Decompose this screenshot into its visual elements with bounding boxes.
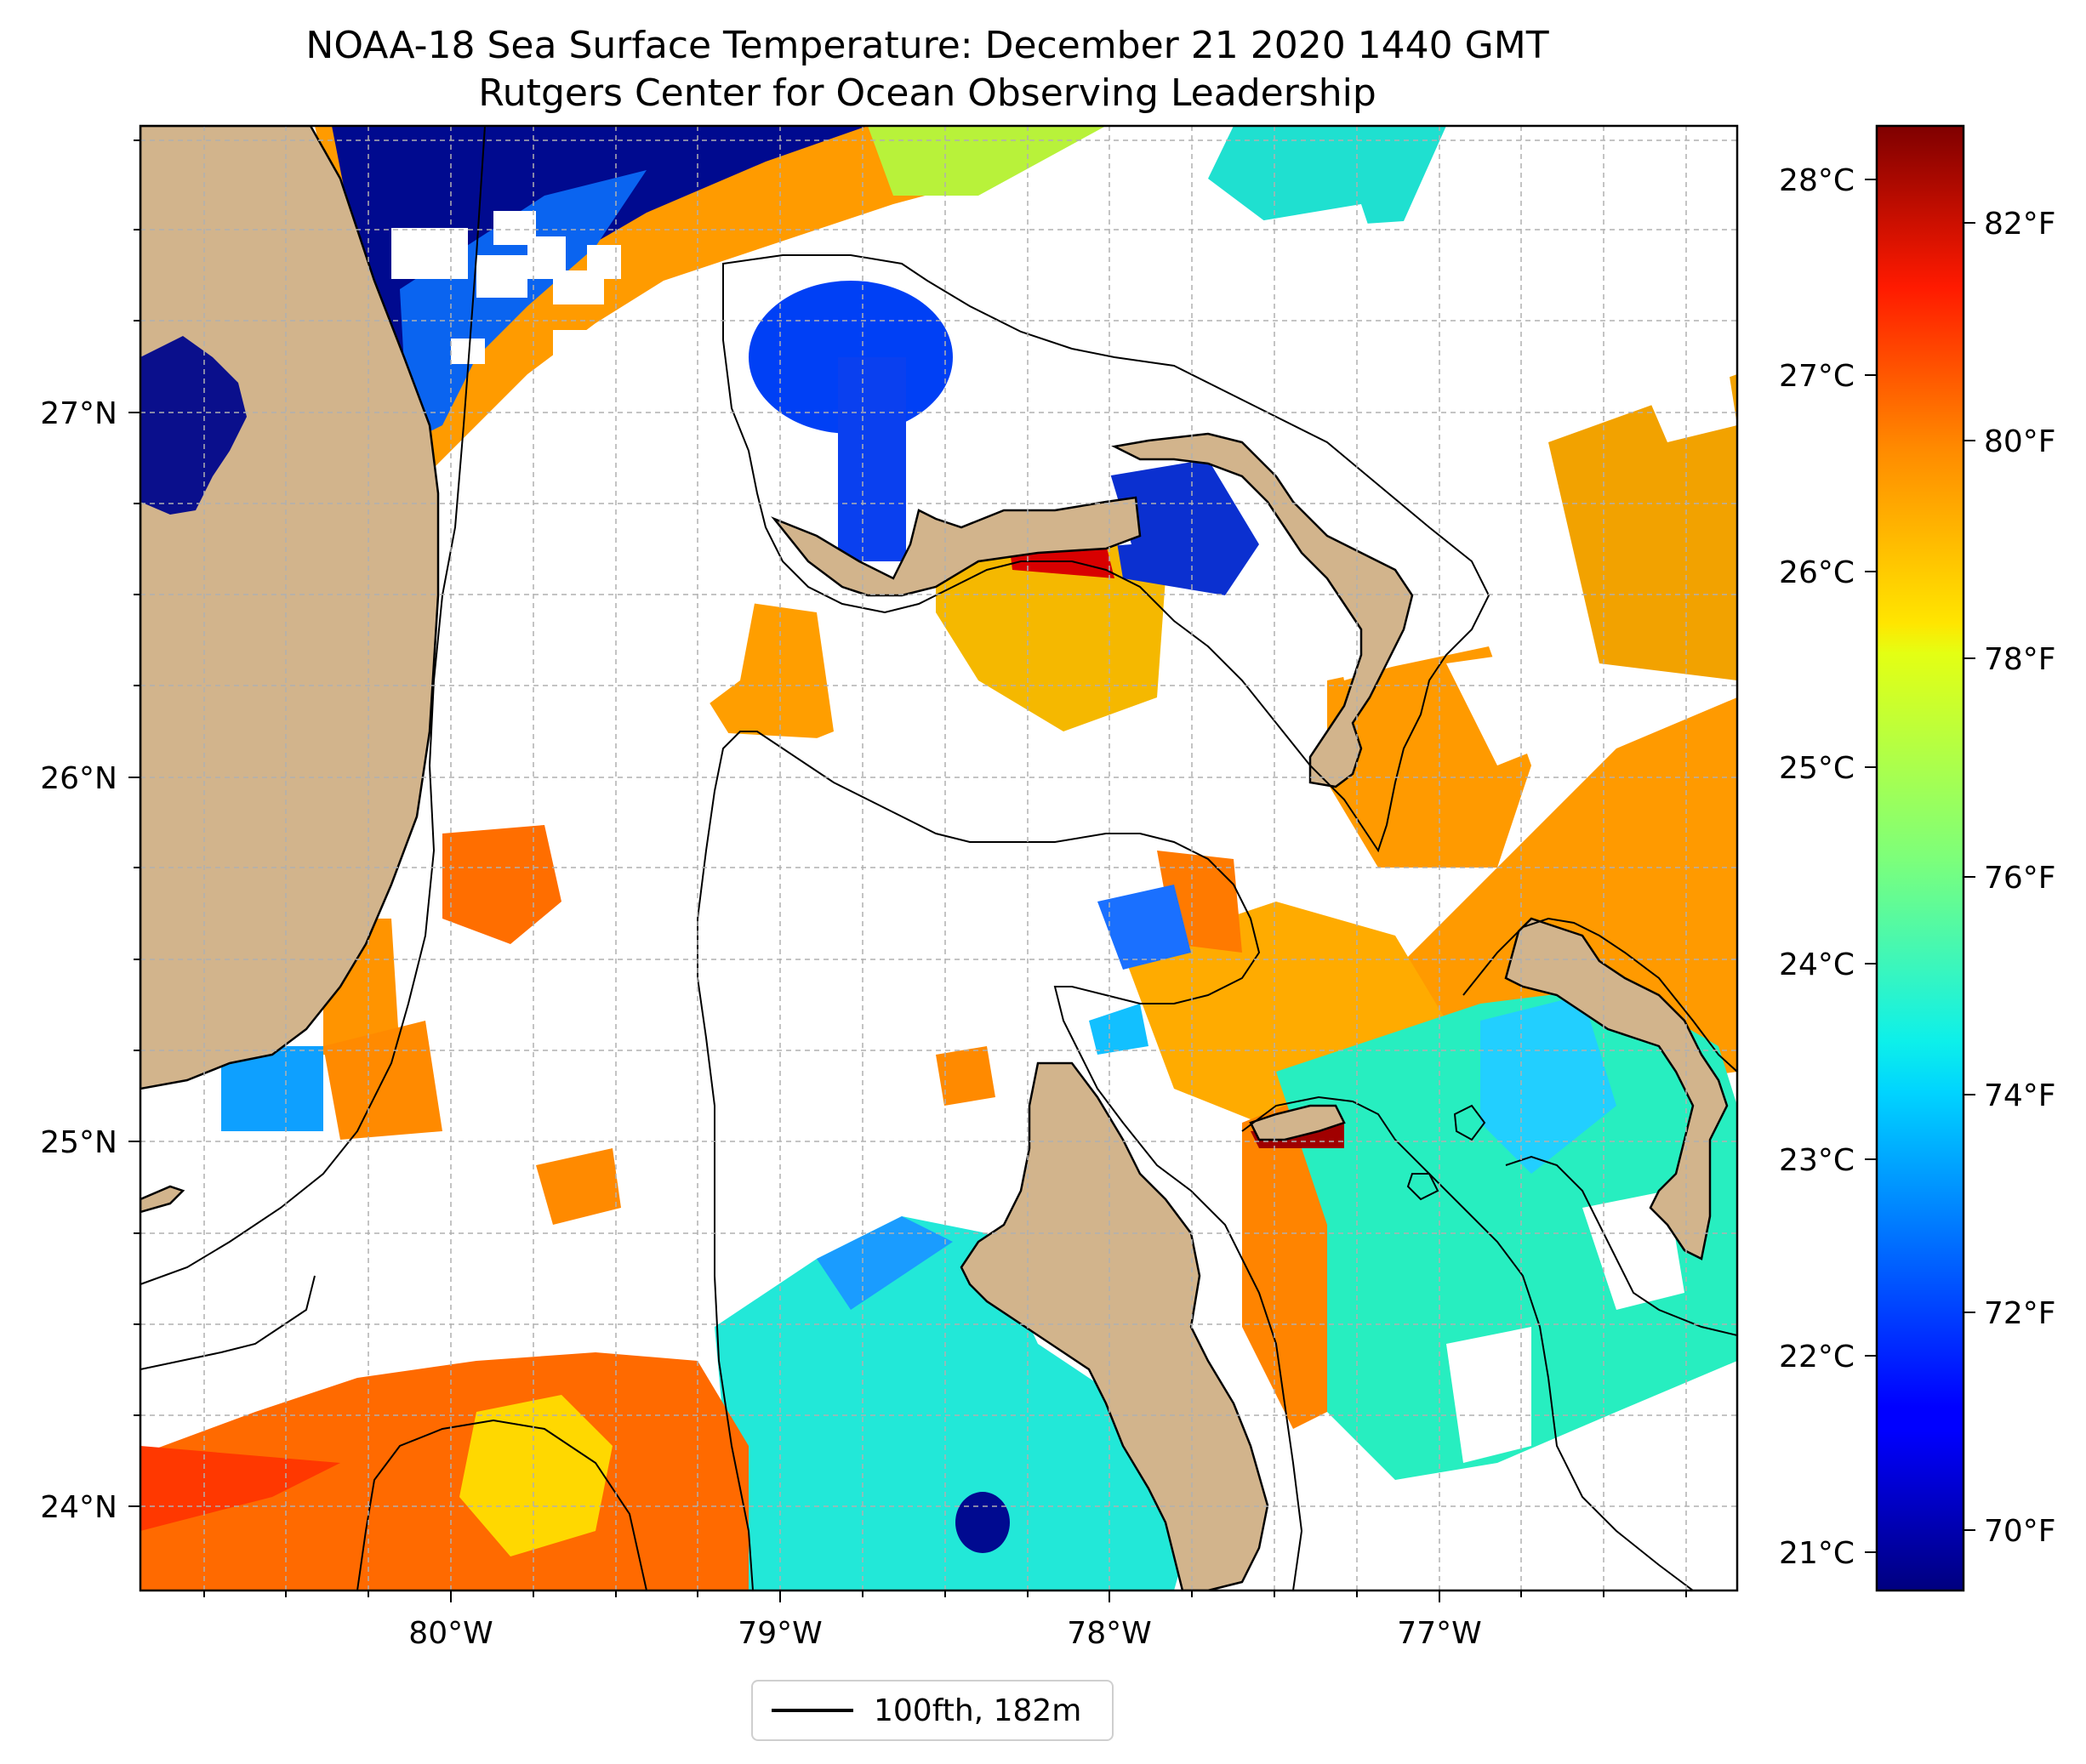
fahrenheit-tick-label: 78°F bbox=[1984, 642, 2056, 677]
lon-tick-label: 78°W bbox=[1067, 1616, 1151, 1651]
latitude-labels: 27°N 26°N 25°N 24°N bbox=[40, 396, 117, 1525]
fahrenheit-tick-label: 74°F bbox=[1984, 1078, 2056, 1113]
map-gridlines bbox=[140, 126, 1737, 1590]
figure-title: NOAA-18 Sea Surface Temperature: Decembe… bbox=[0, 22, 1855, 117]
celsius-tick-label: 22°C bbox=[1779, 1340, 1855, 1374]
lat-tick-label: 25°N bbox=[40, 1125, 117, 1160]
florida-keys bbox=[140, 1185, 185, 1214]
sst-map: 80°W 79°W 78°W 77°W 27°N 26°N 25°N 24°N bbox=[40, 124, 1739, 1651]
fahrenheit-labels: 70°F 72°F 74°F 76°F 78°F 80°F 82°F bbox=[1984, 207, 2056, 1549]
lake-okeechobee bbox=[140, 336, 247, 515]
fahrenheit-tick-label: 72°F bbox=[1984, 1296, 2056, 1331]
colorbar: 21°C 22°C 23°C 24°C 25°C 26°C 27°C 28°C … bbox=[1779, 124, 2056, 1592]
abaco-island bbox=[1111, 432, 1414, 788]
title-line-1: NOAA-18 Sea Surface Temperature: Decembe… bbox=[305, 24, 1549, 67]
map-frame bbox=[139, 124, 1739, 1592]
lat-tick-label: 26°N bbox=[40, 761, 117, 796]
fahrenheit-tick-label: 70°F bbox=[1984, 1514, 2056, 1549]
map-legend: 100fth, 182m bbox=[751, 1680, 1114, 1741]
grand-bahama-island bbox=[771, 496, 1142, 597]
isobath-100fth bbox=[140, 126, 1737, 1590]
eleuthera-island bbox=[1504, 917, 1729, 1260]
fahrenheit-ticks bbox=[1963, 222, 1975, 1531]
legend-label: 100fth, 182m bbox=[874, 1693, 1082, 1728]
celsius-tick-label: 27°C bbox=[1779, 359, 1855, 394]
andros-island bbox=[960, 1061, 1269, 1590]
celsius-labels: 21°C 22°C 23°C 24°C 25°C 26°C 27°C 28°C bbox=[1779, 163, 1855, 1571]
celsius-tick-label: 21°C bbox=[1779, 1536, 1855, 1571]
celsius-tick-label: 28°C bbox=[1779, 163, 1855, 198]
colorbar-gradient bbox=[1875, 124, 1965, 1592]
lon-tick-label: 79°W bbox=[738, 1616, 822, 1651]
lat-tick-label: 24°N bbox=[40, 1490, 117, 1525]
celsius-tick-label: 23°C bbox=[1779, 1143, 1855, 1178]
fahrenheit-tick-label: 76°F bbox=[1984, 861, 2056, 896]
lon-tick-label: 77°W bbox=[1397, 1616, 1481, 1651]
celsius-tick-label: 25°C bbox=[1779, 751, 1855, 786]
title-line-2: Rutgers Center for Ocean Observing Leade… bbox=[478, 71, 1376, 115]
lat-tick-label: 27°N bbox=[40, 396, 117, 431]
map-tick-marks bbox=[128, 139, 1687, 1602]
celsius-ticks bbox=[1865, 179, 1877, 1553]
celsius-tick-label: 24°C bbox=[1779, 947, 1855, 982]
lon-tick-label: 80°W bbox=[408, 1616, 493, 1651]
fahrenheit-tick-label: 80°F bbox=[1984, 424, 2056, 459]
fahrenheit-tick-label: 82°F bbox=[1984, 207, 2056, 242]
celsius-tick-label: 26°C bbox=[1779, 555, 1855, 590]
longitude-labels: 80°W 79°W 78°W 77°W bbox=[408, 1616, 1481, 1651]
isobath-legend-line bbox=[772, 1709, 853, 1712]
